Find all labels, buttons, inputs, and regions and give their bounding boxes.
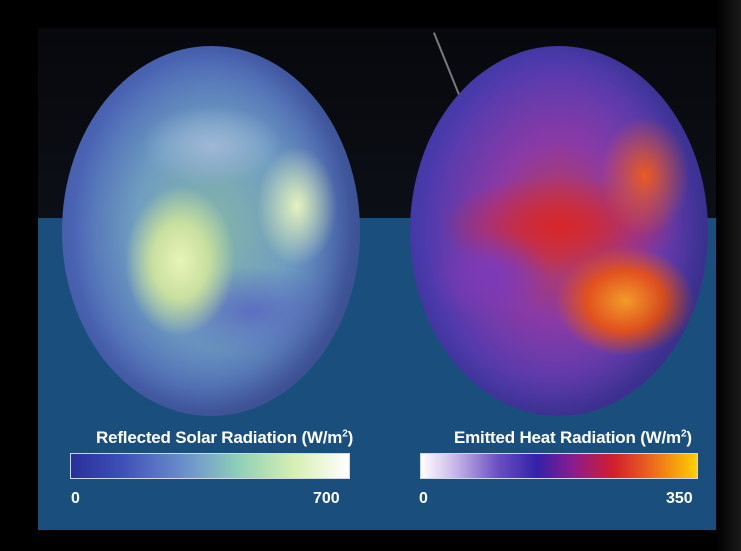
emitted-heat-scale-max: 350 xyxy=(666,490,693,507)
reflected-solar-legend-title: Reflected Solar Radiation (W/m2) xyxy=(96,428,354,447)
emitted-heat-legend-title: Emitted Heat Radiation (W/m2) xyxy=(454,428,692,447)
right-edge-strip xyxy=(716,0,741,551)
emitted-heat-scale-min: 0 xyxy=(419,490,428,507)
figure-canvas: Reflected Solar Radiation (W/m2) 0 700 E… xyxy=(38,28,716,530)
reflected-solar-scale-min: 0 xyxy=(71,490,80,507)
reflected-solar-radiation-globe xyxy=(62,46,360,416)
emitted-heat-radiation-globe xyxy=(410,46,708,416)
reflected-solar-scale-max: 700 xyxy=(313,490,340,507)
reflected-solar-colorbar xyxy=(70,453,350,479)
emitted-heat-colorbar xyxy=(420,453,698,479)
